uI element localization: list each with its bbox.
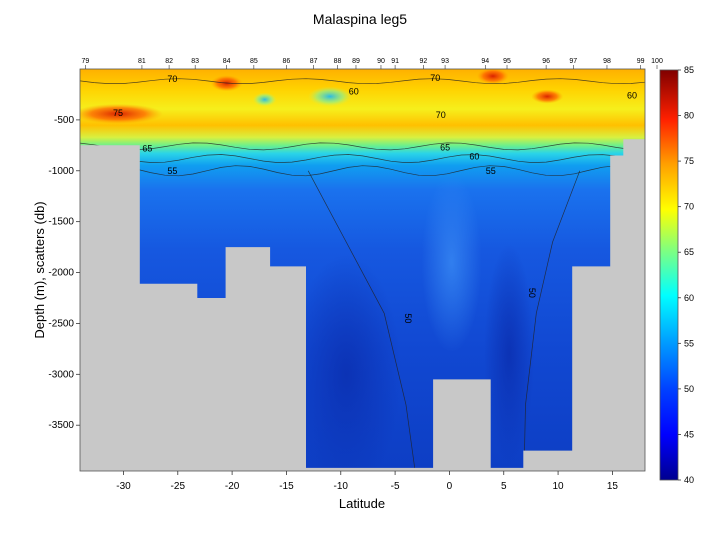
y-tick-label: -1000: [48, 166, 74, 177]
contour-50-west: [307, 170, 416, 468]
contour-label: 60: [469, 152, 479, 162]
colorbar-tick-label: 85: [684, 65, 694, 75]
contour-label: 65: [142, 143, 152, 153]
x-tick-label: -25: [171, 481, 186, 492]
station-label: 89: [352, 58, 360, 65]
contour-label: 70: [436, 110, 446, 120]
y-axis: -500 -1000 -1500 -2000 -2500 -3000 -3500: [48, 115, 80, 431]
contour-label: 60: [349, 86, 359, 96]
colorbar-tick-label: 60: [684, 293, 694, 303]
contour-label: 70: [430, 73, 440, 83]
station-label: 99: [637, 58, 645, 65]
colorbar-tick-label: 80: [684, 111, 694, 121]
seafloor-mask: [80, 139, 645, 471]
station-label: 91: [391, 58, 399, 65]
contour-label: 50: [527, 288, 537, 298]
station-label: 97: [569, 58, 577, 65]
station-label: 96: [542, 58, 550, 65]
station-label: 84: [223, 58, 231, 65]
x-axis: -30 -25 -20 -15 -10 -5 0 5 10 15: [116, 471, 618, 492]
contour-label: 55: [486, 166, 496, 176]
contour-70: [80, 78, 645, 85]
contour-55: [80, 165, 645, 177]
colorbar-tick-label: 70: [684, 202, 694, 212]
x-tick-label: 0: [447, 481, 453, 492]
station-label: 95: [503, 58, 511, 65]
station-label: 86: [283, 58, 291, 65]
station-axis: 79 81 82 83 84 85 86 87 88 89 90 91 92 93 94 95 96 97 98 99…: [82, 58, 663, 69]
station-label: 79: [82, 58, 90, 65]
colorbar-tick-label: 40: [684, 475, 694, 485]
station-label: 81: [138, 58, 146, 65]
chart-title: Malaspina leg5: [313, 11, 407, 27]
station-label: 87: [310, 58, 318, 65]
station-label: 92: [419, 58, 427, 65]
x-axis-label: Latitude: [339, 496, 385, 511]
y-tick-label: -2000: [48, 268, 74, 279]
station-label: 94: [481, 58, 489, 65]
x-tick-label: -20: [225, 481, 240, 492]
x-tick-label: -30: [116, 481, 131, 492]
x-tick-label: 15: [607, 481, 619, 492]
colorbar-tick-label: 75: [684, 156, 694, 166]
y-axis-label: Depth (m), scatters (db): [32, 201, 47, 338]
contour-60: [80, 154, 645, 163]
y-tick-label: -500: [54, 115, 74, 126]
x-tick-label: -15: [279, 481, 294, 492]
contour-65: [80, 142, 645, 151]
colorbar-tick-label: 55: [684, 338, 694, 348]
station-label: 100: [651, 58, 663, 65]
x-tick-label: 5: [501, 481, 507, 492]
contour-50-east: [524, 170, 581, 456]
y-tick-label: -1500: [48, 217, 74, 228]
contour-label: 50: [403, 313, 413, 323]
y-tick-label: -3500: [48, 420, 74, 431]
x-tick-label: -10: [334, 481, 349, 492]
plot-frame: [79, 68, 646, 472]
station-label: 90: [377, 58, 385, 65]
contour-label: 65: [440, 142, 450, 152]
contour-label: 75: [113, 108, 123, 118]
colorbar: [659, 69, 679, 481]
warm-patch-south: [80, 103, 164, 124]
contour-labels: 70 75 65 55 60 70 70 65 60 55 60 50 50: [113, 73, 637, 323]
station-label: 93: [441, 58, 449, 65]
station-label: 85: [250, 58, 258, 65]
field-features: [80, 69, 564, 471]
station-label: 83: [191, 58, 199, 65]
colorbar-tick-label: 50: [684, 384, 694, 394]
contour-label: 55: [167, 166, 177, 176]
station-label: 98: [603, 58, 611, 65]
deep-low-core: [291, 254, 402, 471]
x-tick-label: -5: [391, 481, 400, 492]
colorbar-ticks: 40 45 50 55 60 65 70 75 80 85: [678, 65, 694, 485]
y-tick-label: -3000: [48, 369, 74, 380]
contour-label: 60: [627, 90, 637, 100]
cool-patch-85: [252, 92, 277, 107]
contour-lines: [80, 78, 645, 468]
equatorial-plume: [421, 172, 482, 353]
warm-patch-96: [531, 89, 564, 104]
y-tick-label: -2500: [48, 318, 74, 329]
plot-area: [80, 69, 645, 471]
colorbar-tick-label: 45: [684, 429, 694, 439]
station-label: 88: [334, 58, 342, 65]
warm-patch-95: [476, 69, 509, 85]
station-label: 82: [165, 58, 173, 65]
deep-low-core-north: [484, 243, 535, 464]
cool-patch-88: [307, 86, 352, 107]
colorbar-tick-label: 65: [684, 247, 694, 257]
x-tick-label: 10: [553, 481, 565, 492]
contour-label: 70: [167, 74, 177, 84]
